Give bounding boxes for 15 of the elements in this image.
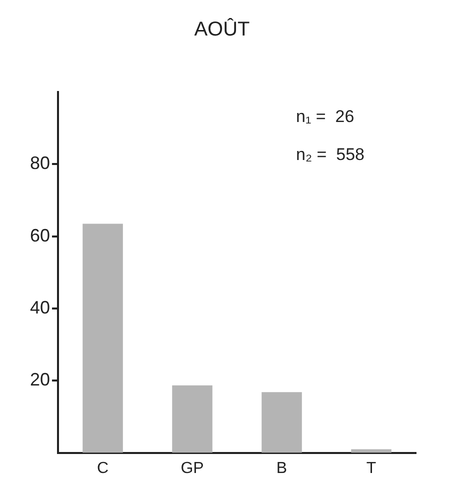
bar — [262, 392, 302, 453]
x-tick-label: B — [276, 460, 288, 477]
x-tick-label: GP — [180, 460, 204, 477]
y-tick-label: 40 — [30, 297, 50, 318]
bar — [82, 224, 123, 453]
annotation: n₂ = 558 — [296, 145, 365, 164]
bar — [172, 385, 212, 453]
annotation: n₁ = 26 — [296, 107, 354, 126]
y-tick-label: 80 — [30, 153, 50, 174]
y-tick-label: 60 — [30, 225, 50, 246]
y-tick-label: 20 — [30, 370, 50, 390]
x-tick-label: T — [366, 460, 376, 477]
x-tick-label: C — [96, 460, 109, 477]
chart-title: AOÛT — [194, 18, 250, 41]
bar — [351, 449, 392, 453]
